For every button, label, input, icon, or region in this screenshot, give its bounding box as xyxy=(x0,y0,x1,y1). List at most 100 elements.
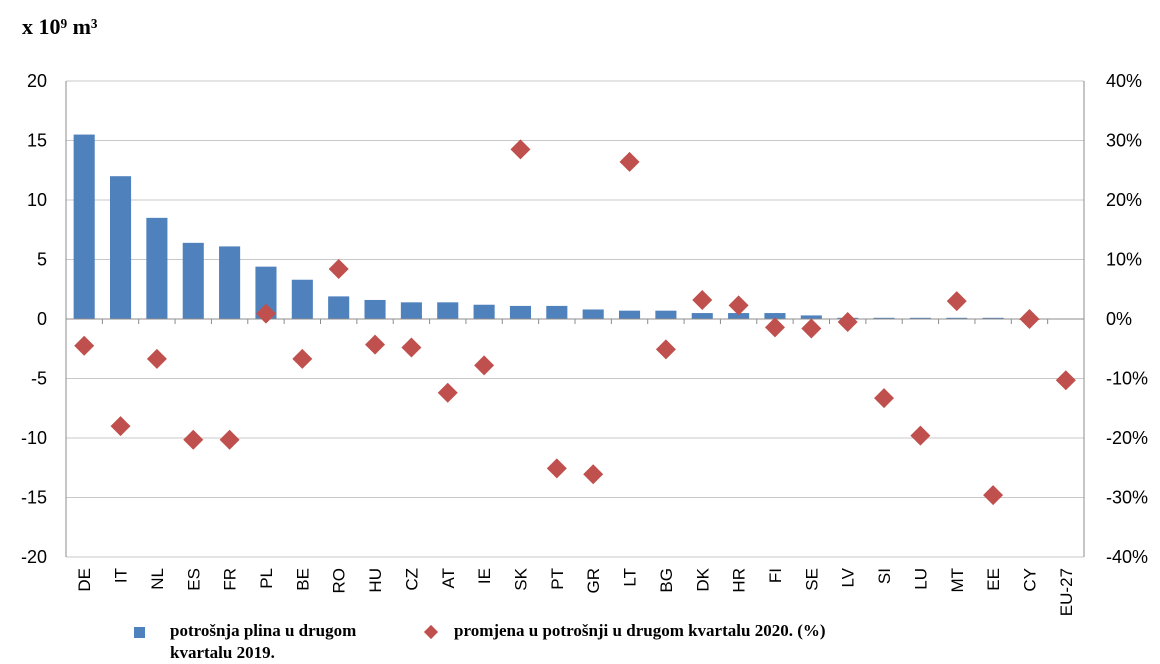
category-label: RO xyxy=(330,568,349,594)
category-label: CY xyxy=(1020,568,1039,592)
bar-series xyxy=(73,134,1041,320)
diamond-hr xyxy=(728,295,749,316)
bar-cz xyxy=(400,302,422,319)
bar-sk xyxy=(509,305,532,319)
right-axis-ticks: 40% 30% 20% 10% 0% -10% -20% -30% -40% xyxy=(1106,71,1148,567)
diamond-nl xyxy=(146,348,167,369)
diamond-it xyxy=(110,416,131,437)
bar-gr xyxy=(582,309,604,319)
diamond-dk xyxy=(692,289,713,310)
diamond-es xyxy=(183,429,204,450)
bar-hr xyxy=(728,313,750,319)
bar-se xyxy=(800,315,822,319)
diamond-ro xyxy=(328,259,349,280)
category-label: BG xyxy=(657,568,676,593)
diamond-cz xyxy=(401,337,422,358)
bar-es xyxy=(182,242,204,319)
legend-bar-label: potrošnja plina u drugom kvartalu 2019. xyxy=(170,621,357,662)
diamond-pt xyxy=(546,458,567,479)
diamond-series xyxy=(74,139,1076,506)
category-label: PL xyxy=(257,568,276,589)
right-tick-label: 10% xyxy=(1106,250,1142,270)
right-tick-label: 0% xyxy=(1106,309,1132,329)
diamond-ee xyxy=(983,485,1004,506)
right-tick-label: 30% xyxy=(1106,131,1142,151)
category-label: BE xyxy=(293,568,312,591)
right-tick-label: 40% xyxy=(1106,71,1142,91)
bar-fr xyxy=(219,246,241,319)
bar-pl xyxy=(255,266,277,319)
left-tick-label: 15 xyxy=(27,131,47,151)
left-tick-label: 0 xyxy=(37,309,47,329)
unit-label: x 10⁹ m³ xyxy=(22,14,98,39)
bar-lt xyxy=(618,310,641,319)
bar-ro xyxy=(328,296,350,319)
diamond-fi xyxy=(764,317,785,338)
category-label: HR xyxy=(730,568,749,593)
category-label: FI xyxy=(766,568,785,583)
left-axis-ticks: 20 15 10 5 0 -5 -10 -15 -20 xyxy=(21,71,47,567)
category-label: SE xyxy=(802,568,821,591)
bar-at xyxy=(437,302,459,319)
diamond-mt xyxy=(946,291,967,312)
axes xyxy=(65,81,1085,557)
diamond-at xyxy=(437,382,458,403)
legend-diamond-label: promjena u potrošnji u drugom kvartalu 2… xyxy=(454,621,826,640)
diamond-lu xyxy=(910,425,931,446)
category-label: DK xyxy=(693,567,712,591)
left-tick-label: 20 xyxy=(27,71,47,91)
right-tick-label: -40% xyxy=(1106,547,1148,567)
category-label: IE xyxy=(475,568,494,584)
diamond-eu-27 xyxy=(1055,370,1076,391)
category-label: GR xyxy=(584,568,603,594)
category-label: ES xyxy=(184,568,203,591)
bar-si xyxy=(873,317,895,319)
category-label: SI xyxy=(875,568,894,584)
left-tick-label: -10 xyxy=(21,428,47,448)
diamond-fr xyxy=(219,429,240,450)
category-label: FR xyxy=(221,568,240,591)
bar-ie xyxy=(473,304,495,319)
bar-hu xyxy=(364,299,386,319)
category-label: LT xyxy=(621,568,640,587)
left-tick-label: -15 xyxy=(21,488,47,508)
diamond-se xyxy=(801,318,822,339)
diamond-pl xyxy=(255,303,276,324)
diamond-lt xyxy=(619,151,640,172)
category-label: AT xyxy=(439,568,458,588)
bar-ee xyxy=(982,317,1004,319)
diamond-bg xyxy=(655,339,676,360)
right-tick-label: -10% xyxy=(1106,369,1148,389)
bar-dk xyxy=(691,313,713,319)
category-label: LU xyxy=(911,568,930,590)
diamond-ie xyxy=(474,355,495,376)
bar-lu xyxy=(909,317,931,319)
left-tick-label: -5 xyxy=(31,369,47,389)
diamond-si xyxy=(874,388,895,409)
category-label: DE xyxy=(75,568,94,592)
bar-nl xyxy=(146,217,168,319)
category-label: CZ xyxy=(402,568,421,591)
bar-it xyxy=(109,176,132,319)
right-tick-label: 20% xyxy=(1106,190,1142,210)
diamond-sk xyxy=(510,139,531,160)
diamond-hu xyxy=(365,334,386,355)
diamond-lv xyxy=(837,311,858,332)
bar-de xyxy=(73,134,95,319)
left-tick-label: -20 xyxy=(21,547,47,567)
bar-mt xyxy=(946,317,968,319)
category-label: IT xyxy=(112,568,131,583)
bar-be xyxy=(291,279,313,319)
left-tick-label: 5 xyxy=(37,250,47,270)
right-tick-label: -20% xyxy=(1106,428,1148,448)
category-label: HU xyxy=(366,568,385,593)
diamond-de xyxy=(74,335,95,356)
right-tick-label: -30% xyxy=(1106,488,1148,508)
category-label: LV xyxy=(839,567,858,587)
category-label: EE xyxy=(984,568,1003,591)
bar-bg xyxy=(655,310,677,319)
legend-bar-swatch xyxy=(134,627,145,638)
category-labels: DE IT NL ES FR PL BE RO HU CZ AT IE SK PT GR LT BG DK HR FI… xyxy=(75,567,1076,616)
category-label: MT xyxy=(948,568,967,593)
diamond-gr xyxy=(583,464,604,485)
